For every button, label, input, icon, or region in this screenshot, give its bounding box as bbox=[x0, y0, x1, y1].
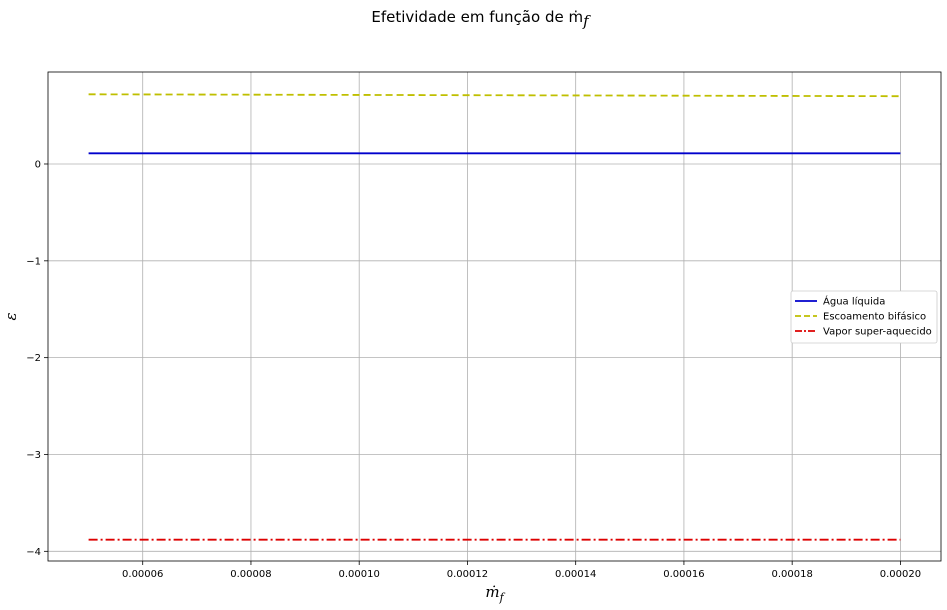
legend-label: Escoamento bifásico bbox=[823, 311, 926, 323]
y-tick-label: −3 bbox=[26, 450, 41, 461]
x-axis-label-main: ṁ bbox=[485, 583, 499, 601]
y-tick-label: −1 bbox=[26, 256, 41, 267]
legend: Água líquida Escoamento bifásico Vapor sup… bbox=[790, 290, 938, 344]
x-tick-label: 0.00010 bbox=[339, 569, 380, 580]
x-tick-label: 0.00020 bbox=[880, 569, 921, 580]
y-tick-label: 0 bbox=[35, 159, 41, 170]
x-tick-label: 0.00016 bbox=[663, 569, 704, 580]
chart-title-subscript: f bbox=[582, 12, 591, 30]
chart-title-main: Efetividade em função de ṁ bbox=[371, 8, 583, 26]
chart-title: Efetividade em função de ṁf bbox=[371, 8, 591, 30]
x-tick-label: 0.00018 bbox=[771, 569, 812, 580]
series-line bbox=[88, 93, 901, 98]
x-axis-label-subscript: f bbox=[499, 591, 506, 604]
x-tick-label: 0.00014 bbox=[555, 569, 596, 580]
legend-label: Vapor super-aquecido bbox=[823, 327, 932, 338]
x-axis-ticks: 0.00006 0.00008 0.00010 0.00012 0.00014 0.000… bbox=[122, 561, 921, 580]
y-axis-ticks: 0 −1 −2 −3 −4 bbox=[26, 159, 48, 558]
legend-label: Água líquida bbox=[823, 295, 885, 308]
y-tick-label: −4 bbox=[26, 547, 41, 558]
x-tick-label: 0.00006 bbox=[122, 569, 163, 580]
legend-box bbox=[790, 290, 938, 344]
series-lines bbox=[88, 93, 901, 541]
x-axis-label: ṁf bbox=[485, 583, 505, 604]
x-tick-label: 0.00008 bbox=[230, 569, 271, 580]
y-tick-label: −2 bbox=[26, 353, 41, 364]
x-tick-label: 0.00012 bbox=[447, 569, 488, 580]
y-axis-label: ε bbox=[2, 312, 20, 320]
plot-frame bbox=[47, 71, 942, 562]
